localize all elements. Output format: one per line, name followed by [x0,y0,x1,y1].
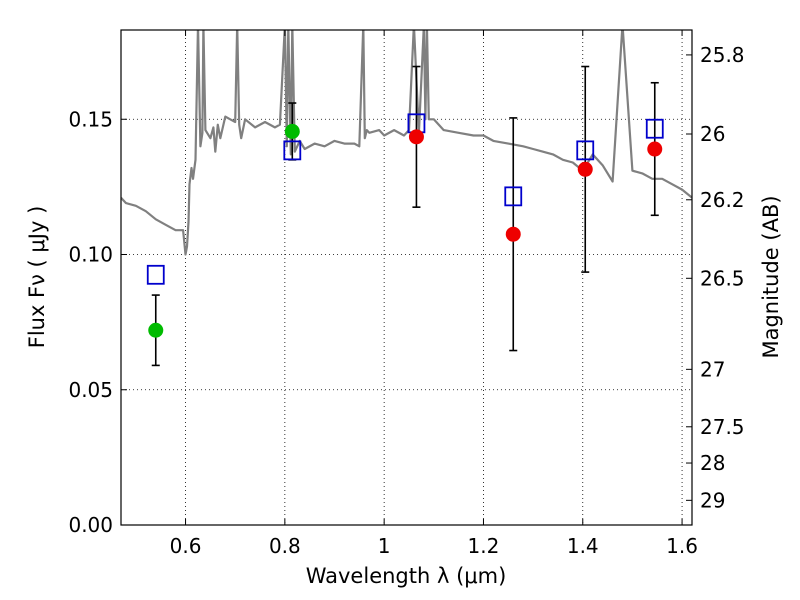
grid-lines [121,30,692,526]
y2-tick-label: 27.5 [700,415,745,439]
x-tick-label: 1.4 [567,534,599,558]
y-tick-label: 0.10 [68,243,113,267]
axis-ticks [121,30,692,526]
y2-axis-label: Magnitude (AB) [759,195,783,358]
y2-tick-label: 29 [700,488,725,512]
x-tick-label: 1.2 [468,534,500,558]
tick-labels: 0.6 0.8 1 1.2 1.4 1.6 0.00 0.05 0.10 0.15 25.8 26 26… [68,43,744,558]
model-point [504,186,523,207]
x-tick-label: 1.6 [666,534,698,558]
y2-tick-label: 26.5 [700,266,745,290]
observed-point [647,141,663,157]
observed-point [148,322,164,338]
y-tick-label: 0.15 [68,107,113,131]
y-tick-label: 0.05 [68,378,113,402]
x-axis-label: Wavelength λ (μm) [306,564,507,588]
model-point [576,140,595,161]
y-tick-label: 0.00 [68,513,113,537]
observed-point [408,129,424,145]
model-point [146,264,165,285]
plot-content [121,30,692,367]
y2-tick-label: 26.2 [700,188,745,212]
plot-frame [120,29,693,526]
x-tick-label: 0.8 [269,534,301,558]
model-point [283,140,302,161]
y-axis-label: Flux Fν ( μJy ) [25,206,49,349]
x-tick-label: 0.6 [170,534,202,558]
y2-tick-label: 27 [700,357,725,381]
observed-point [284,123,300,139]
x-tick-label: 1 [378,534,391,558]
spectrum-line [121,30,692,256]
y2-tick-label: 28 [700,451,725,475]
y2-tick-label: 25.8 [700,43,745,67]
observed-point [505,226,521,242]
model-point [645,118,664,139]
y2-tick-label: 26 [700,122,725,146]
observed-point [577,161,593,177]
